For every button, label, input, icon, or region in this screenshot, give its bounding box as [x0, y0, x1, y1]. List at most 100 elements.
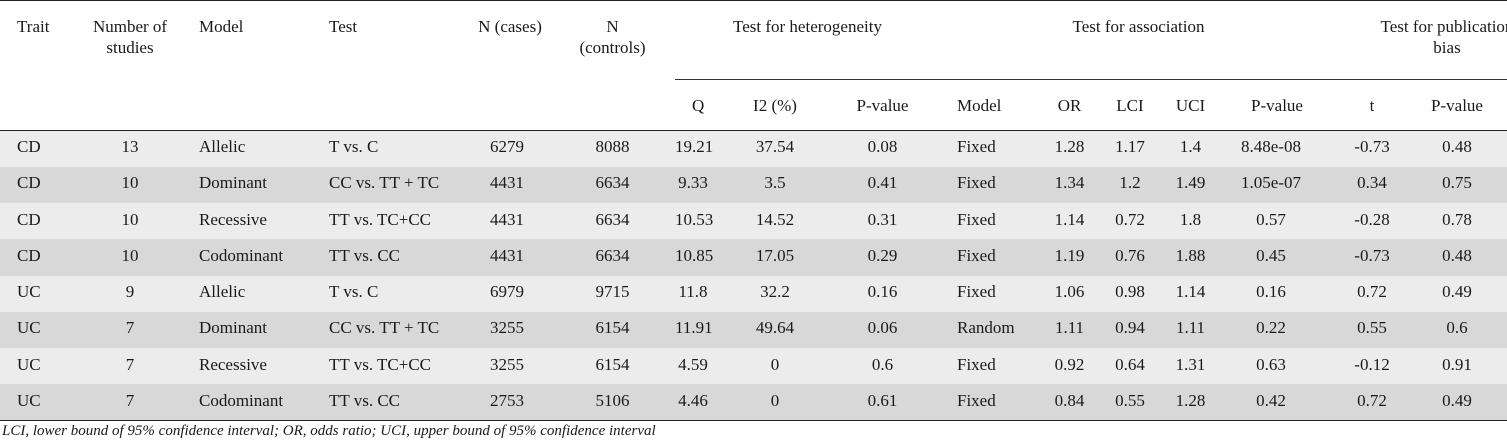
cell-n-cases: 4431 — [460, 203, 550, 240]
cell-test: T vs. C — [312, 130, 460, 167]
cell-lci: 1.2 — [1096, 166, 1164, 203]
header-n-controls-text: N (controls) — [579, 17, 646, 57]
cell-test: TT vs. TC+CC — [312, 348, 460, 385]
cell-p-heterogeneity: 0.61 — [825, 384, 940, 421]
cell-lci: 1.17 — [1096, 130, 1164, 167]
cell-q: 11.8 — [675, 275, 725, 312]
cell-lci: 0.94 — [1096, 311, 1164, 348]
cell-q: 10.85 — [675, 239, 725, 276]
table-row: UC 9 Allelic T vs. C 6979 9715 11.8 32.2 0.16 Fix… — [0, 275, 1507, 312]
cell-or: 1.34 — [1043, 166, 1096, 203]
cell-test: T vs. C — [312, 275, 460, 312]
cell-test: TT vs. CC — [312, 239, 460, 276]
cell-assoc-model: Fixed — [940, 384, 1043, 421]
cell-i2: 32.2 — [725, 275, 825, 312]
header-t: t — [1369, 96, 1375, 115]
cell-uci: 1.49 — [1164, 166, 1217, 203]
cell-model: Allelic — [182, 130, 312, 167]
header-i2: I2 (%) — [753, 96, 797, 115]
cell-i2: 17.05 — [725, 239, 825, 276]
cell-or: 1.11 — [1043, 311, 1096, 348]
header-uci: UCI — [1175, 96, 1206, 115]
cell-q: 10.53 — [675, 203, 725, 240]
cell-number-of-studies: 9 — [78, 275, 182, 312]
header-p-association: P-value — [1251, 96, 1303, 115]
cell-lci: 0.76 — [1096, 239, 1164, 276]
cell-number-of-studies: 7 — [78, 311, 182, 348]
cell-q: 4.46 — [675, 384, 725, 421]
header-p-bias: P-value — [1431, 96, 1483, 115]
cell-n-controls: 6634 — [550, 239, 675, 276]
cell-i2: 0 — [725, 384, 825, 421]
cell-p-association: 0.42 — [1217, 384, 1337, 421]
table-row: UC 7 Dominant CC vs. TT + TC 3255 6154 11.91 49… — [0, 311, 1507, 348]
table-row: UC 7 Recessive TT vs. TC+CC 3255 6154 4.59 0 0.6… — [0, 348, 1507, 385]
cell-p-association: 0.16 — [1217, 275, 1337, 312]
header-model: Model — [199, 17, 244, 36]
header-heterogeneity-group: Test for heterogeneity — [675, 0, 940, 80]
cell-test: TT vs. CC — [312, 384, 460, 421]
cell-test: CC vs. TT + TC — [312, 166, 460, 203]
header-n-cases-text: N (cases) — [478, 17, 542, 36]
cell-trait: UC — [0, 384, 78, 421]
cell-model: Recessive — [182, 348, 312, 385]
cell-uci: 1.8 — [1164, 203, 1217, 240]
cell-uci: 1.28 — [1164, 384, 1217, 421]
table-footnote: LCI, lower bound of 95% confidence inter… — [2, 423, 656, 439]
cell-trait: CD — [0, 239, 78, 276]
cell-p-bias: 0.49 — [1407, 275, 1507, 312]
cell-or: 0.84 — [1043, 384, 1096, 421]
cell-uci: 1.31 — [1164, 348, 1217, 385]
cell-t: 0.72 — [1337, 384, 1407, 421]
header-publication-bias-text: Test for publication bias — [1380, 17, 1507, 57]
cell-n-controls: 6154 — [550, 311, 675, 348]
cell-p-association: 0.45 — [1217, 239, 1337, 276]
cell-trait: UC — [0, 311, 78, 348]
cell-uci: 1.14 — [1164, 275, 1217, 312]
cell-n-controls: 6634 — [550, 166, 675, 203]
cell-trait: UC — [0, 348, 78, 385]
cell-assoc-model: Fixed — [940, 239, 1043, 276]
cell-test: CC vs. TT + TC — [312, 311, 460, 348]
cell-n-cases: 2753 — [460, 384, 550, 421]
cell-p-association: 0.22 — [1217, 311, 1337, 348]
cell-p-bias: 0.48 — [1407, 239, 1507, 276]
header-publication-bias-group: Test for publication bias — [1337, 0, 1507, 80]
table-body: CD 13 Allelic T vs. C 6279 8088 19.21 37.54 0.08… — [0, 130, 1507, 421]
cell-assoc-model: Fixed — [940, 130, 1043, 167]
table-row: UC 7 Codominant TT vs. CC 2753 5106 4.46 0 0.61 F… — [0, 384, 1507, 421]
cell-assoc-model: Fixed — [940, 203, 1043, 240]
cell-t: -0.73 — [1337, 130, 1407, 167]
cell-model: Dominant — [182, 311, 312, 348]
cell-p-heterogeneity: 0.41 — [825, 166, 940, 203]
table-row: CD 10 Dominant CC vs. TT + TC 4431 6634 9.33 3.… — [0, 166, 1507, 203]
cell-number-of-studies: 13 — [78, 130, 182, 167]
cell-q: 11.91 — [675, 311, 725, 348]
cell-model: Recessive — [182, 203, 312, 240]
cell-trait: UC — [0, 275, 78, 312]
header-test: Test — [329, 17, 358, 36]
header-number-of-studies: Number of studies — [92, 17, 168, 57]
cell-p-association: 8.48e-08 — [1217, 130, 1337, 167]
cell-t: -0.12 — [1337, 348, 1407, 385]
cell-i2: 3.5 — [725, 166, 825, 203]
cell-lci: 0.64 — [1096, 348, 1164, 385]
cell-p-heterogeneity: 0.29 — [825, 239, 940, 276]
cell-lci: 0.72 — [1096, 203, 1164, 240]
cell-i2: 37.54 — [725, 130, 825, 167]
cell-p-heterogeneity: 0.6 — [825, 348, 940, 385]
cell-or: 1.19 — [1043, 239, 1096, 276]
header-n-cases: N (cases) — [460, 1, 550, 131]
cell-uci: 1.88 — [1164, 239, 1217, 276]
cell-t: -0.73 — [1337, 239, 1407, 276]
cell-or: 1.28 — [1043, 130, 1096, 167]
cell-q: 19.21 — [675, 130, 725, 167]
table-row: CD 13 Allelic T vs. C 6279 8088 19.21 37.54 0.08… — [0, 130, 1507, 167]
header-trait: Trait — [17, 17, 50, 36]
cell-p-heterogeneity: 0.06 — [825, 311, 940, 348]
cell-assoc-model: Fixed — [940, 348, 1043, 385]
cell-assoc-model: Random — [940, 311, 1043, 348]
header-q: Q — [692, 96, 705, 115]
cell-trait: CD — [0, 203, 78, 240]
cell-test: TT vs. TC+CC — [312, 203, 460, 240]
